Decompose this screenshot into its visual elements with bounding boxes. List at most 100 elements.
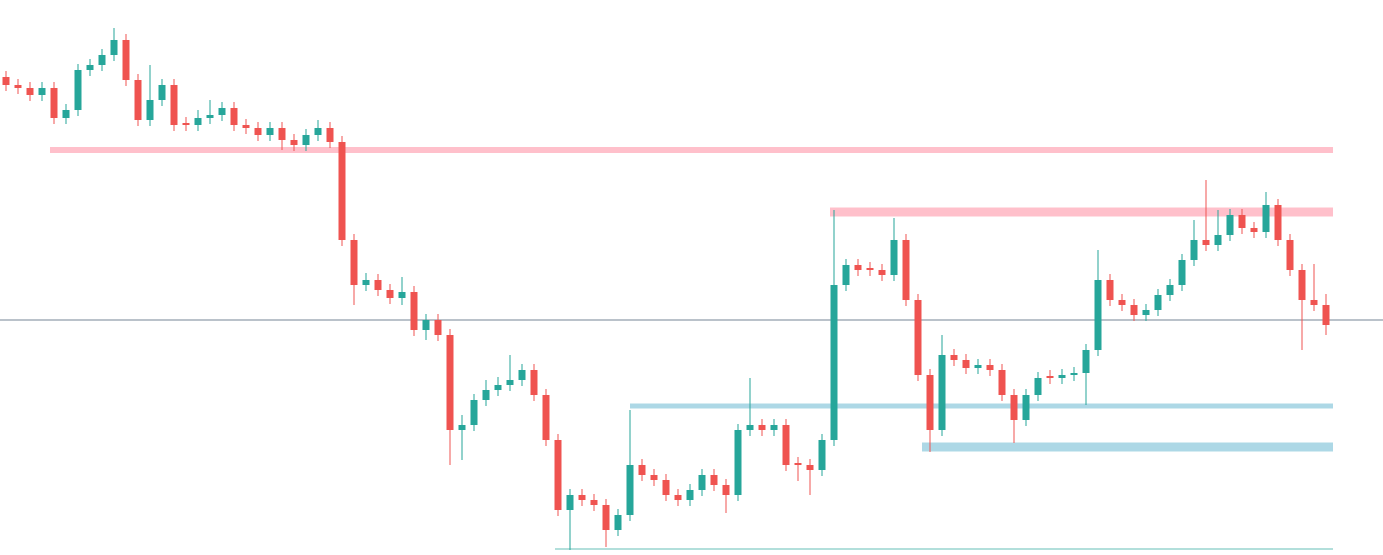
candle-body bbox=[998, 370, 1006, 395]
candle-body bbox=[938, 355, 946, 430]
candle-body bbox=[890, 240, 898, 275]
candle-body bbox=[146, 100, 154, 120]
candle-body bbox=[1022, 395, 1030, 420]
candle-body bbox=[626, 465, 634, 515]
candle-body bbox=[614, 515, 622, 530]
candle-body bbox=[314, 128, 322, 135]
level-zone bbox=[50, 147, 1333, 153]
candle-body bbox=[482, 390, 490, 400]
candle-body bbox=[1190, 240, 1198, 260]
candle-body bbox=[806, 465, 814, 470]
candle-body bbox=[1118, 300, 1126, 305]
candle-body bbox=[458, 425, 466, 430]
candle-body bbox=[1130, 305, 1138, 315]
candle-body bbox=[1202, 240, 1210, 245]
candle-body bbox=[674, 495, 682, 500]
candle-body bbox=[710, 475, 718, 485]
candle-body bbox=[986, 365, 994, 370]
candle-body bbox=[386, 290, 394, 298]
level-zone bbox=[555, 548, 1333, 550]
candle-body bbox=[1286, 240, 1294, 270]
level-zone bbox=[830, 207, 1333, 217]
candle-body bbox=[194, 118, 202, 125]
candle-body bbox=[410, 292, 418, 330]
candle-body bbox=[818, 440, 826, 470]
candle-body bbox=[722, 485, 730, 495]
candle-body bbox=[698, 475, 706, 490]
candle-body bbox=[1310, 300, 1318, 305]
candle-body bbox=[518, 370, 526, 380]
candle-body bbox=[290, 140, 298, 145]
candle-body bbox=[914, 300, 922, 375]
candle-body bbox=[758, 425, 766, 430]
candle-body bbox=[38, 88, 46, 95]
candle-body bbox=[1010, 395, 1018, 420]
candle-body bbox=[1034, 378, 1042, 395]
candle-body bbox=[302, 135, 310, 145]
candle-body bbox=[950, 355, 958, 360]
candle-body bbox=[1238, 215, 1246, 228]
candle-body bbox=[1322, 305, 1330, 325]
candle-body bbox=[254, 128, 262, 135]
candle-body bbox=[974, 365, 982, 368]
candle-body bbox=[434, 320, 442, 335]
candle-body bbox=[86, 65, 94, 70]
candle-body bbox=[278, 128, 286, 140]
candle-body bbox=[338, 142, 346, 240]
candle-body bbox=[578, 495, 586, 500]
candle-body bbox=[50, 88, 58, 118]
candle-body bbox=[1094, 280, 1102, 350]
candle-body bbox=[170, 85, 178, 125]
candle-body bbox=[542, 395, 550, 440]
candle-body bbox=[1058, 375, 1066, 378]
candle-body bbox=[1154, 295, 1162, 310]
candle-body bbox=[1166, 285, 1174, 295]
candle-body bbox=[1178, 260, 1186, 285]
candle-body bbox=[638, 465, 646, 475]
candle-body bbox=[74, 70, 82, 110]
candle-body bbox=[878, 270, 886, 275]
candle-body bbox=[446, 335, 454, 430]
candle-body bbox=[230, 108, 238, 125]
candle-body bbox=[1214, 235, 1222, 245]
candle-body bbox=[1262, 205, 1270, 232]
candle-body bbox=[842, 265, 850, 285]
candle-body bbox=[686, 490, 694, 500]
candle-body bbox=[362, 280, 370, 285]
candle-body bbox=[470, 400, 478, 425]
candle-body bbox=[554, 440, 562, 510]
candle-body bbox=[206, 115, 214, 118]
candle-body bbox=[794, 463, 802, 465]
candle-body bbox=[158, 85, 166, 100]
candle-body bbox=[746, 425, 754, 430]
candle-body bbox=[734, 430, 742, 495]
candle-body bbox=[26, 88, 34, 95]
candle-body bbox=[830, 285, 838, 440]
candle-body bbox=[374, 280, 382, 290]
candle-body bbox=[926, 375, 934, 430]
candle-body bbox=[866, 268, 874, 270]
candle-body bbox=[902, 240, 910, 300]
candle-body bbox=[494, 385, 502, 390]
candle-body bbox=[782, 425, 790, 465]
candle-body bbox=[590, 500, 598, 505]
candle-body bbox=[662, 480, 670, 495]
candle-body bbox=[98, 55, 106, 65]
candle-body bbox=[770, 425, 778, 430]
candle-body bbox=[962, 360, 970, 368]
candle-body bbox=[218, 108, 226, 115]
candle-body bbox=[350, 240, 358, 285]
candle-body bbox=[1082, 350, 1090, 373]
candle-body bbox=[506, 380, 514, 385]
candle-body bbox=[854, 265, 862, 270]
candle-body bbox=[398, 292, 406, 298]
candle-body bbox=[266, 128, 274, 135]
candle-body bbox=[1046, 376, 1054, 378]
candle-body bbox=[602, 505, 610, 530]
candle-body bbox=[1142, 310, 1150, 315]
candle-body bbox=[14, 85, 22, 88]
candle-body bbox=[122, 40, 130, 80]
candle-body bbox=[326, 128, 334, 142]
